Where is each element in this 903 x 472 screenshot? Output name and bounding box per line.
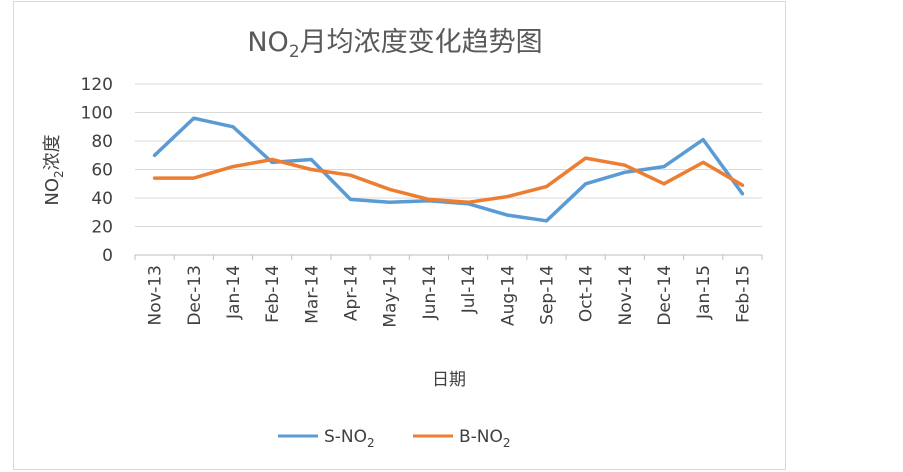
- data-point: [231, 125, 235, 129]
- data-point: [505, 195, 509, 199]
- legend-label-s-no2: S-NO2: [324, 427, 375, 450]
- y-axis-label: NO2浓度: [42, 134, 66, 205]
- data-point: [270, 160, 274, 164]
- data-point: [231, 165, 235, 169]
- data-point: [349, 197, 353, 201]
- x-tick-label: Oct-14: [577, 265, 597, 322]
- x-tick-label: May-14: [381, 265, 401, 328]
- x-tick-label: Nov-13: [146, 265, 166, 326]
- x-tick-label: Feb-15: [733, 265, 753, 323]
- x-tick-label: Feb-14: [263, 265, 283, 323]
- data-point: [662, 182, 666, 186]
- x-tick-label: Nov-14: [616, 265, 636, 326]
- x-tick-label: Jul-14: [459, 265, 479, 314]
- series-line-1: [152, 156, 745, 205]
- chart-frame: [13, 1, 786, 470]
- data-point: [505, 213, 509, 217]
- x-tick-label: Jan-14: [224, 265, 244, 320]
- chart-title-main: NO: [247, 27, 288, 58]
- y-tick-labels: 0 20 40 60 80 100 120: [81, 75, 113, 266]
- x-tick-label: Jan-15: [694, 265, 714, 320]
- data-point: [388, 200, 392, 204]
- x-tick-label: Dec-13: [185, 265, 205, 326]
- x-tick-label: Jun-14: [420, 265, 440, 320]
- x-tick-labels: Nov-13 Dec-13 Jan-14 Feb-14 Mar-14 Apr-14 May-…: [134, 255, 763, 328]
- x-tick-label: Mar-14: [302, 265, 322, 324]
- y-tick-label: 60: [91, 161, 113, 181]
- legend-label-b-no2: B-NO2: [459, 427, 511, 450]
- data-point: [662, 165, 666, 169]
- data-point: [701, 160, 705, 164]
- y-axis-label-sub: 2: [52, 170, 66, 178]
- data-point: [270, 158, 274, 162]
- y-tick-label: 0: [102, 246, 113, 266]
- x-axis-label: 日期: [432, 370, 466, 390]
- series-lines: [152, 116, 745, 223]
- data-point: [466, 200, 470, 204]
- data-point: [153, 153, 157, 157]
- x-tick-label: Apr-14: [342, 265, 362, 321]
- y-axis-label-rest: 浓度: [42, 134, 63, 170]
- chart-title-rest: 月均浓度变化趋势图: [300, 27, 543, 58]
- data-point: [701, 138, 705, 142]
- x-tick-label: Aug-14: [498, 265, 518, 326]
- legend: S-NO2 B-NO2: [278, 427, 511, 450]
- x-tick-label: Sep-14: [537, 265, 557, 325]
- y-tick-label: 80: [91, 132, 113, 152]
- data-point: [544, 185, 548, 189]
- y-tick-label: 40: [91, 189, 113, 209]
- data-point: [623, 170, 627, 174]
- data-point: [544, 219, 548, 223]
- data-point: [309, 168, 313, 171]
- data-point: [349, 173, 353, 177]
- x-tick-label: Dec-14: [655, 265, 675, 326]
- y-axis-label-main: NO: [42, 178, 63, 206]
- data-point: [192, 116, 196, 120]
- data-point: [192, 176, 196, 180]
- data-point: [584, 156, 588, 160]
- gridlines: [135, 83, 762, 256]
- data-point: [309, 158, 313, 162]
- chart-title: NO2月均浓度变化趋势图: [247, 27, 542, 62]
- data-point: [740, 183, 744, 187]
- chart-title-sub: 2: [289, 42, 300, 62]
- y-tick-label: 120: [81, 75, 113, 95]
- data-point: [623, 163, 627, 167]
- data-point: [427, 197, 431, 201]
- data-point: [388, 187, 392, 191]
- y-tick-label: 20: [91, 218, 113, 238]
- data-point: [153, 176, 157, 180]
- y-tick-label: 100: [81, 104, 113, 124]
- data-point: [740, 192, 744, 196]
- data-point: [584, 182, 588, 186]
